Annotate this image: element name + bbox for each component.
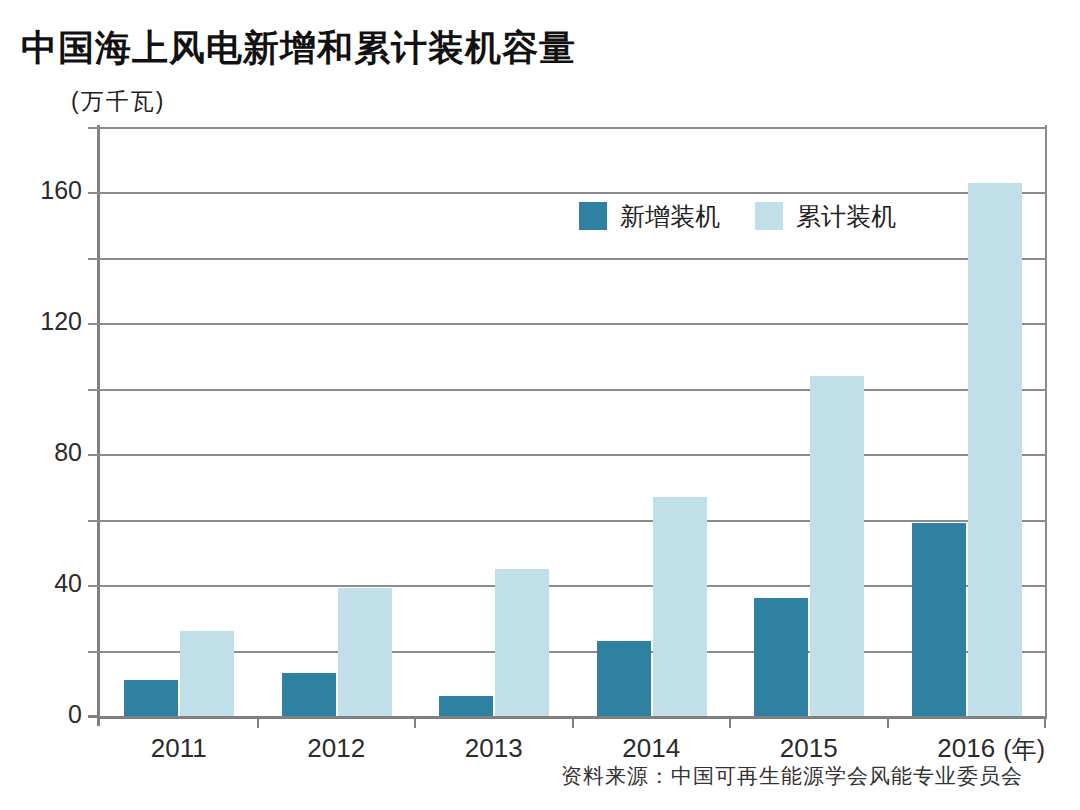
bar-cumulative-2011	[180, 631, 234, 716]
x-axis-tick-1	[257, 716, 259, 728]
y-tick-label-0: 0	[12, 700, 82, 729]
gridline-100	[88, 389, 1045, 391]
source-attribution: 资料来源：中国可再生能源学会风能专业委员会	[561, 762, 1023, 790]
x-tick-label-2016: 2016	[888, 733, 1046, 764]
bar-new-2014	[597, 641, 651, 716]
bar-cumulative-2016	[968, 183, 1022, 716]
legend-swatch-new	[579, 202, 607, 230]
gridline-160	[88, 192, 1045, 194]
legend-label-cumulative: 累计装机	[796, 202, 896, 230]
x-axis-tick-2	[414, 716, 416, 728]
gridline-180	[88, 127, 1045, 129]
gridline-80	[88, 454, 1045, 456]
y-tick-label-120: 120	[12, 307, 82, 336]
x-tick-label-2014: 2014	[573, 733, 731, 764]
x-tick-label-2013: 2013	[415, 733, 573, 764]
legend-swatch-cumulative	[755, 202, 783, 230]
x-tick-label-2015: 2015	[730, 733, 888, 764]
y-tick-label-80: 80	[12, 438, 82, 467]
y-axis-unit-label: (万千瓦)	[71, 86, 165, 117]
x-tick-label-2012: 2012	[258, 733, 416, 764]
bar-cumulative-2014	[653, 497, 707, 716]
gridline-60	[88, 520, 1045, 522]
legend: 新增装机 累计装机	[579, 202, 896, 230]
x-axis-tick-4	[729, 716, 731, 728]
gridline-120	[88, 323, 1045, 325]
x-axis-tick-5	[887, 716, 889, 728]
chart-page: 中国海上风电新增和累计装机容量 (万千瓦) 新增装机 累计装机 (年) 0408…	[0, 0, 1080, 810]
y-tick-label-160: 160	[12, 176, 82, 205]
bar-cumulative-2012	[338, 588, 392, 716]
x-tick-label-2011: 2011	[100, 733, 258, 764]
chart-title: 中国海上风电新增和累计装机容量	[21, 24, 576, 73]
bar-new-2013	[439, 696, 493, 716]
gridline-140	[88, 258, 1045, 260]
bar-new-2011	[124, 680, 178, 716]
plot-area: 新增装机 累计装机 (年) 04080120160201120122013201…	[97, 125, 1047, 719]
baseline-left-tick	[88, 715, 100, 718]
bar-new-2016	[912, 523, 966, 716]
x-axis-tick-right-edge	[1044, 716, 1046, 728]
bar-cumulative-2013	[495, 569, 549, 716]
gridline-40	[88, 585, 1045, 587]
y-tick-label-40: 40	[12, 569, 82, 598]
legend-label-new: 新增装机	[620, 202, 720, 230]
bar-new-2015	[754, 598, 808, 716]
bar-cumulative-2015	[810, 376, 864, 716]
bar-new-2012	[282, 673, 336, 716]
x-axis-tick-3	[572, 716, 574, 728]
